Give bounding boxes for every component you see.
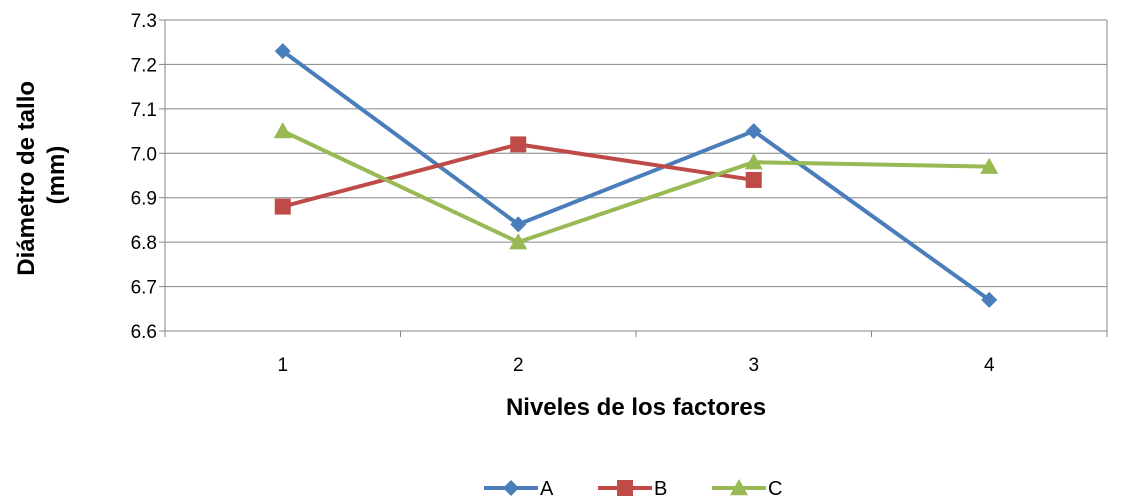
series-c bbox=[273, 122, 999, 250]
y-tick-label: 6.7 bbox=[131, 278, 157, 299]
x-axis-title: Niveles de los factores bbox=[506, 394, 766, 421]
data-point-b bbox=[274, 198, 291, 215]
y-tick-label: 6.6 bbox=[131, 322, 157, 343]
x-tick-label: 4 bbox=[984, 355, 995, 376]
data-point-a bbox=[274, 43, 291, 60]
series-line-a bbox=[281, 49, 991, 302]
axes bbox=[159, 19, 1108, 337]
data-point-c bbox=[273, 122, 292, 139]
y-tick-label: 7.3 bbox=[131, 11, 157, 32]
series-b bbox=[274, 136, 762, 215]
legend-item-b: B bbox=[598, 478, 667, 500]
y-tick-label: 6.9 bbox=[131, 189, 157, 210]
y-axis-title-line-2: (mm) bbox=[43, 146, 70, 205]
data-point-b bbox=[510, 136, 527, 153]
x-axis-tick-labels: 1 2 3 4 bbox=[277, 355, 995, 376]
y-axis-title-line-1: Diámetro de tallo bbox=[13, 81, 40, 276]
y-tick-label: 7.1 bbox=[131, 100, 157, 121]
data-point-c bbox=[980, 157, 999, 174]
series-a bbox=[274, 43, 998, 308]
legend-marker-c bbox=[730, 479, 748, 496]
x-tick-label: 3 bbox=[748, 355, 759, 376]
gridlines bbox=[165, 19, 1107, 288]
series-line-c bbox=[281, 129, 990, 245]
data-point-a bbox=[981, 291, 998, 308]
y-tick-label: 6.8 bbox=[131, 233, 157, 254]
y-tick-label: 7.2 bbox=[131, 55, 157, 76]
x-tick-label: 2 bbox=[513, 355, 524, 376]
legend-label-b: B bbox=[654, 478, 667, 500]
x-tick-label: 1 bbox=[277, 355, 288, 376]
legend-label-c: C bbox=[768, 478, 782, 500]
legend: A B C bbox=[484, 478, 782, 500]
series-lines bbox=[273, 43, 999, 308]
data-point-a bbox=[510, 216, 527, 233]
legend-label-a: A bbox=[540, 478, 554, 500]
data-point-b bbox=[745, 171, 762, 188]
legend-item-a: A bbox=[484, 478, 554, 500]
legend-item-c: C bbox=[712, 478, 782, 500]
y-tick-label: 7.0 bbox=[131, 144, 157, 165]
legend-marker-a bbox=[503, 480, 519, 496]
legend-marker-b bbox=[617, 480, 633, 496]
y-axis-title: Diámetro de tallo (mm) bbox=[13, 74, 70, 275]
data-point-a bbox=[745, 123, 762, 140]
y-axis-tick-labels: 6.6 6.7 6.8 6.9 7.0 7.1 7.2 7.3 bbox=[131, 11, 157, 343]
data-point-c bbox=[744, 153, 763, 170]
data-point-c bbox=[509, 233, 528, 250]
